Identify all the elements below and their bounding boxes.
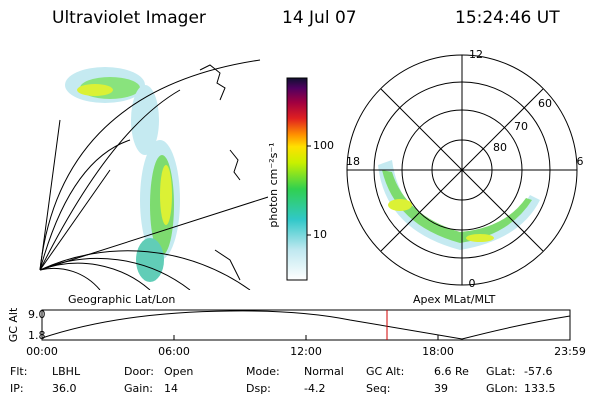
colorbar-tick-label: 100: [313, 139, 334, 152]
mlt-label: 12: [469, 48, 483, 61]
info-label: Gain:: [124, 382, 153, 395]
altitude-ylabel: GC Alt: [7, 307, 20, 342]
info-label: Door:: [124, 365, 154, 378]
info-label: GLon:: [486, 382, 518, 395]
info-label: Flt:: [10, 365, 27, 378]
info-value: 14: [164, 382, 178, 395]
time: 15:24:46 UT: [455, 8, 560, 28]
info-value: LBHL: [52, 365, 81, 378]
lat-label: 80: [493, 141, 507, 154]
info-value: -57.6: [524, 365, 552, 378]
info-label: GLat:: [486, 365, 515, 378]
title: Ultraviolet Imager: [52, 8, 206, 28]
lat-label: 60: [538, 97, 552, 110]
altitude-xtick-label: 00:00: [26, 345, 58, 358]
altitude-ytick: 1.8: [28, 329, 46, 342]
left-panel-label: Geographic Lat/Lon: [68, 293, 175, 306]
altitude-xtick-label: 12:00: [290, 345, 322, 358]
date: 14 Jul 07: [282, 8, 357, 28]
info-value: 36.0: [52, 382, 77, 395]
info-label: IP:: [10, 382, 24, 395]
info-value: -4.2: [304, 382, 325, 395]
info-value: 133.5: [524, 382, 556, 395]
mlt-label: 18: [346, 155, 360, 168]
colorbar: [286, 77, 308, 281]
info-label: Seq:: [366, 382, 390, 395]
info-value: 6.6 Re: [434, 365, 469, 378]
info-label: GC Alt:: [366, 365, 404, 378]
colorbar-tick-label: 10: [313, 228, 327, 241]
info-value: Normal: [304, 365, 344, 378]
info-value: 39: [434, 382, 448, 395]
info-label: Dsp:: [246, 382, 271, 395]
info-value: Open: [164, 365, 193, 378]
mlt-label: 0: [469, 277, 476, 290]
lat-label: 70: [514, 120, 528, 133]
altitude-xtick-label: 23:59: [554, 345, 586, 358]
polar-grid: [346, 54, 578, 286]
colorbar-label: photon cm⁻²s⁻¹: [267, 142, 280, 227]
altitude-curve: [41, 310, 571, 340]
right-panel-label: Apex MLat/MLT: [413, 293, 496, 306]
altitude-ytick: 9.0: [28, 308, 46, 321]
altitude-xtick-label: 06:00: [158, 345, 190, 358]
altitude-xtick-label: 18:00: [422, 345, 454, 358]
geographic-map: [39, 59, 268, 290]
info-label: Mode:: [246, 365, 280, 378]
mlt-label: 6: [577, 155, 584, 168]
polar-map: [378, 160, 540, 250]
